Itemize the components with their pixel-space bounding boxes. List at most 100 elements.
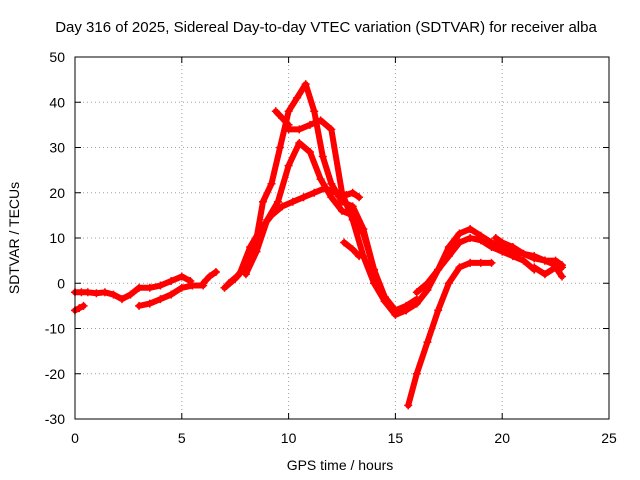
data-point xyxy=(79,301,88,310)
series-band xyxy=(405,259,495,409)
data-point xyxy=(476,236,485,245)
data-point xyxy=(295,125,304,134)
series-arc-n xyxy=(491,234,567,272)
data-point xyxy=(177,283,186,292)
data-point xyxy=(380,297,389,306)
x-tick-label: 0 xyxy=(71,430,79,446)
data-point xyxy=(263,215,272,224)
data-point xyxy=(156,295,165,304)
data-point xyxy=(167,290,176,299)
y-tick-label: 0 xyxy=(57,275,65,291)
data-point xyxy=(188,281,197,290)
data-point xyxy=(167,276,176,285)
data-point xyxy=(83,288,92,297)
data-point xyxy=(284,161,293,170)
data-point xyxy=(487,243,496,252)
data-point xyxy=(359,229,368,238)
data-point xyxy=(273,197,282,206)
data-point xyxy=(423,279,432,288)
data-point xyxy=(145,299,154,308)
data-point xyxy=(211,267,220,276)
data-point xyxy=(301,80,310,89)
data-point xyxy=(327,125,336,134)
series-arc-g xyxy=(241,138,421,315)
x-axis-label: GPS time / hours xyxy=(287,457,394,473)
series-arc-o xyxy=(530,263,567,281)
data-point xyxy=(540,256,549,265)
data-point xyxy=(455,238,464,247)
data-point xyxy=(498,247,507,256)
series-arc-i xyxy=(271,107,293,129)
data-point xyxy=(338,188,346,197)
data-point xyxy=(271,107,280,116)
series-arc-m xyxy=(404,258,496,410)
x-tick-label: 20 xyxy=(494,430,510,446)
data-point xyxy=(305,120,314,129)
y-tick-label: -10 xyxy=(45,321,65,337)
data-point xyxy=(348,215,357,224)
chart-title: Day 316 of 2025, Sidereal Day-to-day VTE… xyxy=(55,19,597,36)
x-tick-label: 15 xyxy=(388,430,404,446)
data-point xyxy=(434,306,443,315)
data-point xyxy=(487,258,496,267)
data-point xyxy=(466,258,475,267)
data-point xyxy=(177,272,186,281)
data-point xyxy=(404,401,413,410)
x-tick-label: 10 xyxy=(281,430,297,446)
data-point xyxy=(444,279,453,288)
y-tick-label: 20 xyxy=(49,185,65,201)
y-tick-label: 10 xyxy=(49,230,65,246)
y-tick-label: 40 xyxy=(49,94,65,110)
data-point xyxy=(434,265,443,274)
data-point xyxy=(508,243,517,252)
data-point xyxy=(370,279,379,288)
data-point xyxy=(278,114,287,123)
data-point xyxy=(205,272,214,281)
data-point xyxy=(444,252,453,261)
data-point xyxy=(284,120,293,129)
data-point xyxy=(117,295,126,304)
x-tick-label: 5 xyxy=(178,430,186,446)
series-band xyxy=(531,264,566,280)
data-point xyxy=(348,188,357,197)
data-point xyxy=(412,288,421,297)
data-point xyxy=(316,116,325,125)
data-point xyxy=(75,304,84,313)
data-point xyxy=(412,299,421,308)
series-band xyxy=(285,117,388,305)
data-point xyxy=(340,238,349,247)
data-point xyxy=(423,286,432,295)
data-point xyxy=(199,279,208,288)
x-ticks: 0 5 10 15 20 25 xyxy=(71,57,617,446)
data-point xyxy=(551,263,560,272)
data-point xyxy=(258,197,267,206)
data-point xyxy=(316,175,325,184)
data-point xyxy=(348,245,357,254)
data-point xyxy=(295,138,304,147)
series-band xyxy=(492,235,566,271)
data-point xyxy=(402,306,411,315)
data-point xyxy=(327,179,336,188)
data-point xyxy=(476,258,485,267)
y-tick-label: -20 xyxy=(45,366,65,382)
data-point xyxy=(318,152,327,161)
data-point xyxy=(299,193,308,202)
grid xyxy=(74,56,610,420)
data-point xyxy=(310,188,319,197)
data-point xyxy=(519,256,528,265)
data-point xyxy=(220,283,229,292)
series-arc-j xyxy=(340,238,364,261)
data-point xyxy=(508,252,517,261)
data-point xyxy=(246,243,255,252)
data-point xyxy=(338,206,346,215)
series-arc-l xyxy=(412,234,539,297)
data-point xyxy=(241,270,250,279)
series-arc-d xyxy=(199,267,220,288)
data-point xyxy=(135,301,144,310)
data-point xyxy=(135,283,144,292)
data-point xyxy=(444,243,453,252)
data-point xyxy=(455,263,464,272)
data-point xyxy=(288,197,297,206)
y-tick-label: -30 xyxy=(45,411,65,427)
